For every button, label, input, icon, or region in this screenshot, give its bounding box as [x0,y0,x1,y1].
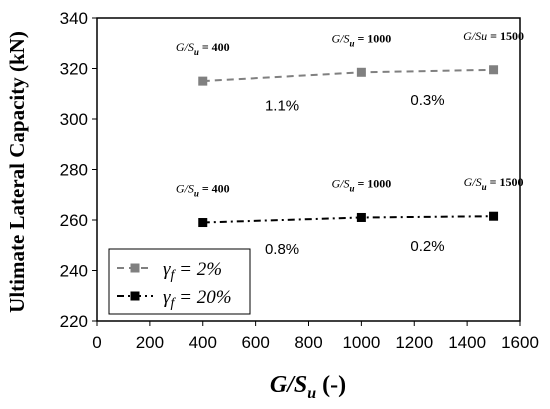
data-point-marker [198,218,208,228]
x-axis-ticks: 0 200 400 600 800 1000 1200 1400 1600 [92,321,539,352]
data-point-marker [356,67,366,77]
legend-label-1: γf = 2% [163,259,222,283]
point-label: G/Su = 1000 [331,176,391,193]
legend-marker-1 [130,263,140,273]
x-tick-label: 1000 [342,333,380,352]
x-tick-label: 1400 [448,333,486,352]
x-tick-label: 200 [136,333,164,352]
legend-items: γf = 2% γf = 20% [117,259,232,311]
point-label: G/Su = 1000 [331,31,391,48]
y-tick-label: 300 [60,110,88,129]
segment-change-label: 0.2% [410,238,444,255]
y-tick-label: 340 [60,9,88,28]
data-point-marker [198,76,208,86]
point-label: G/Su = 400 [176,182,230,199]
x-axis-title: G/Su (-) [270,372,346,402]
legend: γf = 2% γf = 20% [108,248,251,315]
legend-marker-2 [130,291,140,301]
segment-change-label: 1.1% [265,98,299,115]
data-point-marker [489,211,499,221]
x-tick-label: 800 [294,333,322,352]
annotation-layer: G/Su = 400 G/Su = 1000 G/Su = 1500 1.1% 0.3%… [176,29,524,258]
series-layer [198,65,499,228]
segment-change-label: 0.8% [265,241,299,258]
y-tick-label: 320 [60,60,88,79]
point-label: G/Su = 400 [176,40,230,57]
x-tick-label: 1200 [395,333,433,352]
data-point-marker [489,65,499,75]
x-tick-label: 600 [241,333,269,352]
point-label: G/Su = 1500 [464,175,524,192]
y-tick-label: 240 [60,262,88,281]
x-tick-label: 1600 [501,333,539,352]
legend-box [108,248,251,315]
segment-change-label: 0.3% [410,92,444,109]
x-tick-label: 400 [189,333,217,352]
y-tick-label: 280 [60,161,88,180]
y-axis-ticks: 220 240 260 280 300 320 340 [60,9,97,331]
x-tick-label: 0 [92,333,101,352]
data-point-marker [356,212,366,222]
y-tick-label: 220 [60,312,88,331]
y-axis-title: Ultimate Lateral Capacity (kN) [5,31,29,313]
y-tick-label: 260 [60,211,88,230]
point-label: G/Su = 1500 [463,29,524,43]
legend-label-2: γf = 20% [163,287,232,311]
